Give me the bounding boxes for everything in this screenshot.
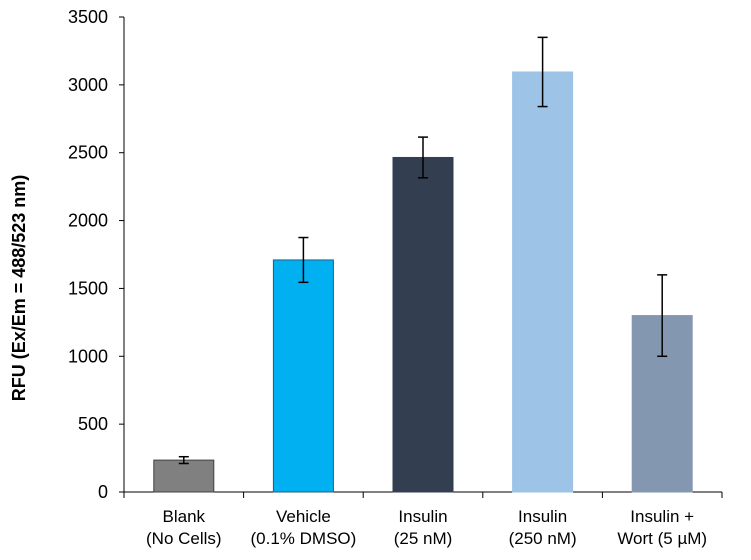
x-category-label: (No Cells)	[146, 529, 222, 548]
y-tick-label: 0	[98, 482, 108, 502]
x-category-label: Insulin +	[630, 507, 694, 526]
y-tick-label: 2000	[68, 211, 108, 231]
plot-area: 0 500 1000 1500 2000 2500 3000 3500 Blank (No Cel…	[68, 7, 723, 548]
y-tick-label: 1000	[68, 346, 108, 366]
bar	[272, 259, 334, 493]
y-tick-label: 500	[78, 414, 108, 434]
x-category-label: Vehicle	[276, 507, 331, 526]
bar	[153, 459, 215, 493]
y-axis-label-group: RFU (Ex/Em = 488/523 nm)	[9, 175, 29, 402]
y-tick-label: 3500	[68, 7, 108, 27]
x-category-label: Wort (5 µM)	[617, 529, 707, 548]
x-category-label: Insulin	[398, 507, 447, 526]
bar	[392, 156, 454, 493]
y-tick-label: 3000	[68, 75, 108, 95]
x-category-label: (0.1% DMSO)	[251, 529, 357, 548]
x-category-label: (25 nM)	[394, 529, 453, 548]
bar	[512, 71, 574, 493]
x-category-label: Insulin	[518, 507, 567, 526]
y-axis-label: RFU (Ex/Em = 488/523 nm)	[9, 175, 29, 402]
y-tick-label: 2500	[68, 143, 108, 163]
y-tick-label: 1500	[68, 278, 108, 298]
x-category-label: Blank	[163, 507, 206, 526]
x-category-label: (250 nM)	[509, 529, 577, 548]
